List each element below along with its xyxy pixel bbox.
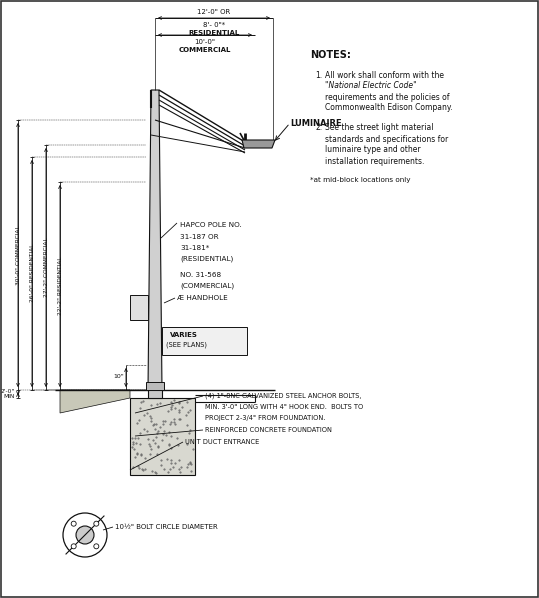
Text: 31-181*: 31-181*: [180, 245, 209, 251]
Text: NO. 31-568: NO. 31-568: [180, 272, 221, 278]
Circle shape: [63, 513, 107, 557]
Text: (COMMERCIAL): (COMMERCIAL): [180, 283, 234, 289]
Text: 10'-0": 10'-0": [195, 39, 216, 45]
Text: 12'-0" OR: 12'-0" OR: [197, 9, 231, 15]
Text: COMMERCIAL: COMMERCIAL: [179, 47, 231, 53]
Text: (4) 1"-8NC GALVANIZED STEEL ANCHOR BOLTS,: (4) 1"-8NC GALVANIZED STEEL ANCHOR BOLTS…: [205, 393, 361, 399]
Bar: [130, 295, 148, 320]
Circle shape: [94, 521, 99, 526]
Text: RESIDENTIAL: RESIDENTIAL: [188, 30, 240, 36]
Text: 27'-2" COMMERCIAL: 27'-2" COMMERCIAL: [44, 237, 49, 297]
Polygon shape: [60, 390, 130, 413]
Text: 10½" BOLT CIRCLE DIAMETER: 10½" BOLT CIRCLE DIAMETER: [115, 524, 218, 530]
Text: UNIT DUCT ENTRANCE: UNIT DUCT ENTRANCE: [185, 439, 259, 445]
Text: *at mid-block locations only: *at mid-block locations only: [310, 177, 411, 183]
Bar: [130, 398, 195, 475]
Text: Commonwealth Edison Company.: Commonwealth Edison Company.: [325, 103, 453, 112]
Bar: [162, 327, 247, 355]
Polygon shape: [148, 390, 162, 398]
Text: (SEE PLANS): (SEE PLANS): [166, 341, 207, 348]
Text: 2'-0"
MIN: 2'-0" MIN: [1, 389, 15, 399]
Text: MIN. 3'-0" LONG WITH 4" HOOK END.  BOLTS TO: MIN. 3'-0" LONG WITH 4" HOOK END. BOLTS …: [205, 404, 363, 410]
Polygon shape: [148, 90, 162, 390]
Circle shape: [76, 526, 94, 544]
Text: 10": 10": [113, 374, 124, 380]
Polygon shape: [242, 140, 275, 148]
Circle shape: [71, 544, 76, 549]
Text: PROJECT 2-3/4" FROM FOUNDATION.: PROJECT 2-3/4" FROM FOUNDATION.: [205, 415, 326, 421]
Text: 8'- 0"*: 8'- 0"*: [203, 22, 225, 28]
Circle shape: [71, 521, 76, 526]
Text: REINFORCED CONCRETE FOUNDATION: REINFORCED CONCRETE FOUNDATION: [205, 427, 332, 433]
Bar: [146, 382, 164, 390]
Text: NOTES:: NOTES:: [310, 50, 351, 60]
Text: luminaire type and other: luminaire type and other: [325, 145, 420, 154]
Text: HAPCO POLE NO.: HAPCO POLE NO.: [180, 222, 242, 228]
Text: VARIES: VARIES: [170, 332, 198, 338]
Text: 1.: 1.: [315, 71, 322, 80]
Text: installation requirements.: installation requirements.: [325, 157, 424, 166]
Text: 22'-2" RESIDENTIAL: 22'-2" RESIDENTIAL: [58, 257, 63, 315]
Text: All work shall conform with the: All work shall conform with the: [325, 71, 444, 80]
Text: Æ HANDHOLE: Æ HANDHOLE: [177, 295, 228, 301]
Text: requirements and the policies of: requirements and the policies of: [325, 93, 450, 102]
Text: 30'-0" COMMERCIAL: 30'-0" COMMERCIAL: [16, 225, 20, 285]
Text: 26'-0" RESIDENTIAL: 26'-0" RESIDENTIAL: [30, 244, 34, 302]
Text: standards and specifications for: standards and specifications for: [325, 135, 448, 144]
Text: (RESIDENTIAL): (RESIDENTIAL): [180, 256, 233, 263]
Text: 31-187 OR: 31-187 OR: [180, 234, 219, 240]
Text: See the street light material: See the street light material: [325, 124, 433, 133]
Circle shape: [94, 544, 99, 549]
Text: LUMINAIRE: LUMINAIRE: [290, 118, 342, 127]
Text: 2.: 2.: [315, 124, 322, 133]
Text: "National Electric Code": "National Electric Code": [325, 81, 417, 90]
